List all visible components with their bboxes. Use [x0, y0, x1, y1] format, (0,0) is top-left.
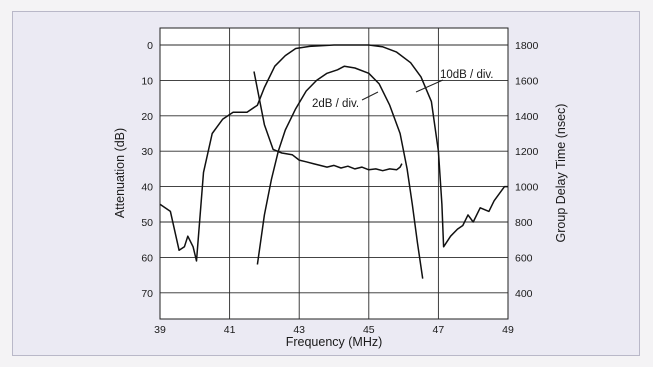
y-right-tick-label: 1200: [515, 146, 539, 158]
annotation-10db-per-div: 10dB / div.: [440, 69, 494, 81]
y-right-tick-label: 1000: [515, 182, 539, 194]
annotation-2db-per-div: 2dB / div.: [312, 98, 359, 110]
y-left-tick-label: 40: [141, 182, 153, 194]
y-left-axis-title: Attenuation (dB): [113, 128, 127, 218]
x-tick-label: 43: [293, 324, 305, 336]
attenuation-10db-per-div-line: [159, 44, 508, 262]
y-left-tick-label: 20: [141, 111, 153, 123]
x-tick-labels: 39 41 43 45 47 49: [154, 324, 514, 336]
x-tick-label: 47: [433, 324, 445, 336]
y-right-tick-labels: 1800 1600 1400 1200 1000 800 600 400: [515, 40, 539, 300]
group-delay-line: [253, 71, 403, 172]
y-right-tick-label: 400: [515, 288, 533, 300]
attenuation-2db-per-div-line: [256, 65, 424, 279]
y-right-tick-label: 600: [515, 252, 533, 264]
y-right-tick-label: 1800: [515, 40, 539, 52]
x-tick-label: 39: [154, 324, 166, 336]
annotation-2db-leader: [361, 91, 379, 101]
y-left-tick-label: 60: [141, 252, 153, 264]
x-tick-label: 45: [363, 324, 375, 336]
x-tick-label: 49: [502, 324, 514, 336]
annotation-10db-leader: [415, 79, 444, 93]
grid: [160, 28, 508, 319]
y-left-tick-label: 70: [141, 288, 153, 300]
x-axis-title: Frequency (MHz): [286, 335, 383, 349]
y-right-tick-label: 800: [515, 217, 533, 229]
y-left-tick-label: 0: [147, 40, 153, 52]
y-left-tick-label: 30: [141, 146, 153, 158]
y-right-tick-label: 1600: [515, 75, 539, 87]
y-left-tick-labels: 0 10 20 30 40 50 60 70: [141, 40, 153, 300]
y-left-tick-label: 50: [141, 217, 153, 229]
y-right-axis-title: Group Delay Time (nsec): [554, 104, 568, 243]
y-left-tick-label: 10: [141, 75, 153, 87]
plot-area: [159, 27, 509, 320]
series-lines: [159, 44, 508, 279]
y-right-tick-label: 1400: [515, 111, 539, 123]
x-tick-label: 41: [224, 324, 236, 336]
